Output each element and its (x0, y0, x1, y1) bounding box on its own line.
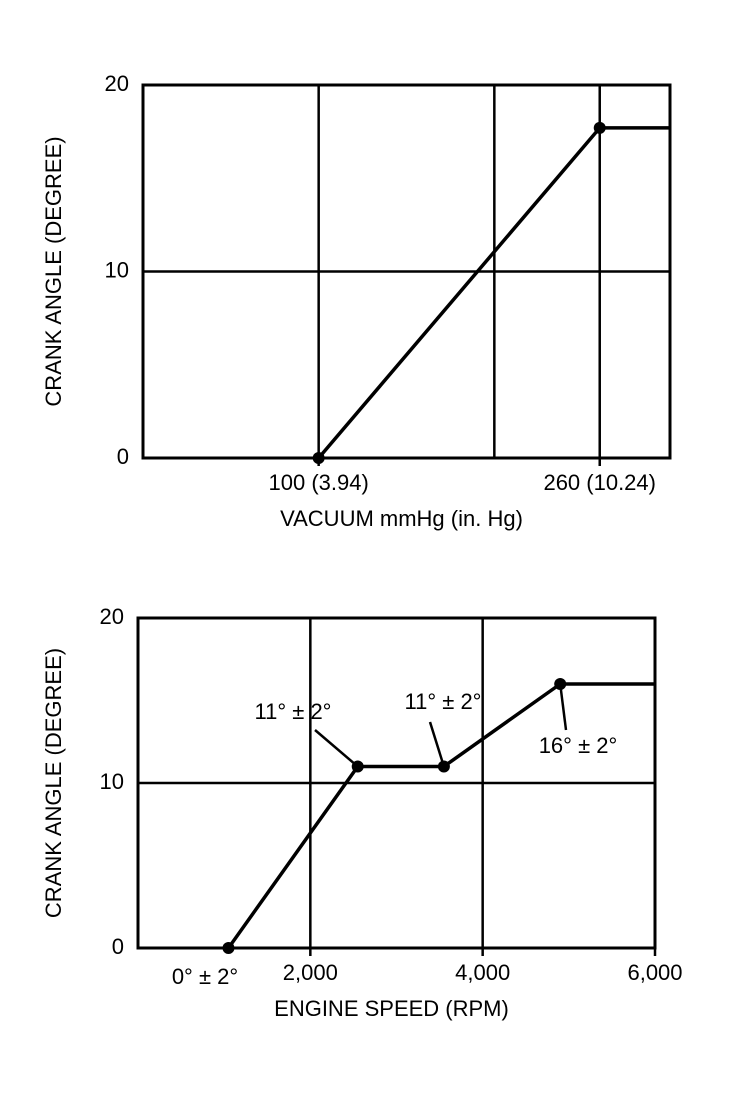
annotation: 11° ± 2° (255, 699, 332, 724)
y-tick-label: 0 (117, 444, 129, 469)
leader-line (428, 721, 446, 767)
y-axis-label: CRANK ANGLE (DEGREE) (41, 648, 66, 918)
plot-frame (136, 616, 657, 950)
y-tick-label: 10 (105, 257, 129, 282)
x-tick-label: 100 (3.94) (269, 470, 369, 495)
leader-line (314, 729, 359, 768)
y-axis-label: CRANK ANGLE (DEGREE) (41, 136, 66, 406)
y-tick-label: 10 (100, 769, 124, 794)
y-tick-label: 20 (105, 71, 129, 96)
y-tick-label: 0 (112, 934, 124, 959)
x-tick-label: 4,000 (455, 960, 510, 985)
plot-frame (141, 83, 672, 460)
leader-line (558, 683, 568, 731)
x-axis-label: ENGINE SPEED (RPM) (274, 996, 509, 1021)
y-tick-label: 20 (100, 604, 124, 629)
x-tick-label: 6,000 (627, 960, 682, 985)
data-point (312, 452, 325, 464)
x-tick-label: 2,000 (283, 960, 338, 985)
data-point (222, 942, 235, 954)
annotation: 0° ± 2° (172, 964, 238, 989)
data-point (593, 121, 606, 134)
annotation: 16° ± 2° (539, 733, 618, 758)
x-tick-label: 260 (10.24) (543, 470, 656, 495)
annotation: 11° ± 2° (405, 689, 482, 714)
x-axis-label: VACUUM mmHg (in. Hg) (280, 506, 523, 531)
